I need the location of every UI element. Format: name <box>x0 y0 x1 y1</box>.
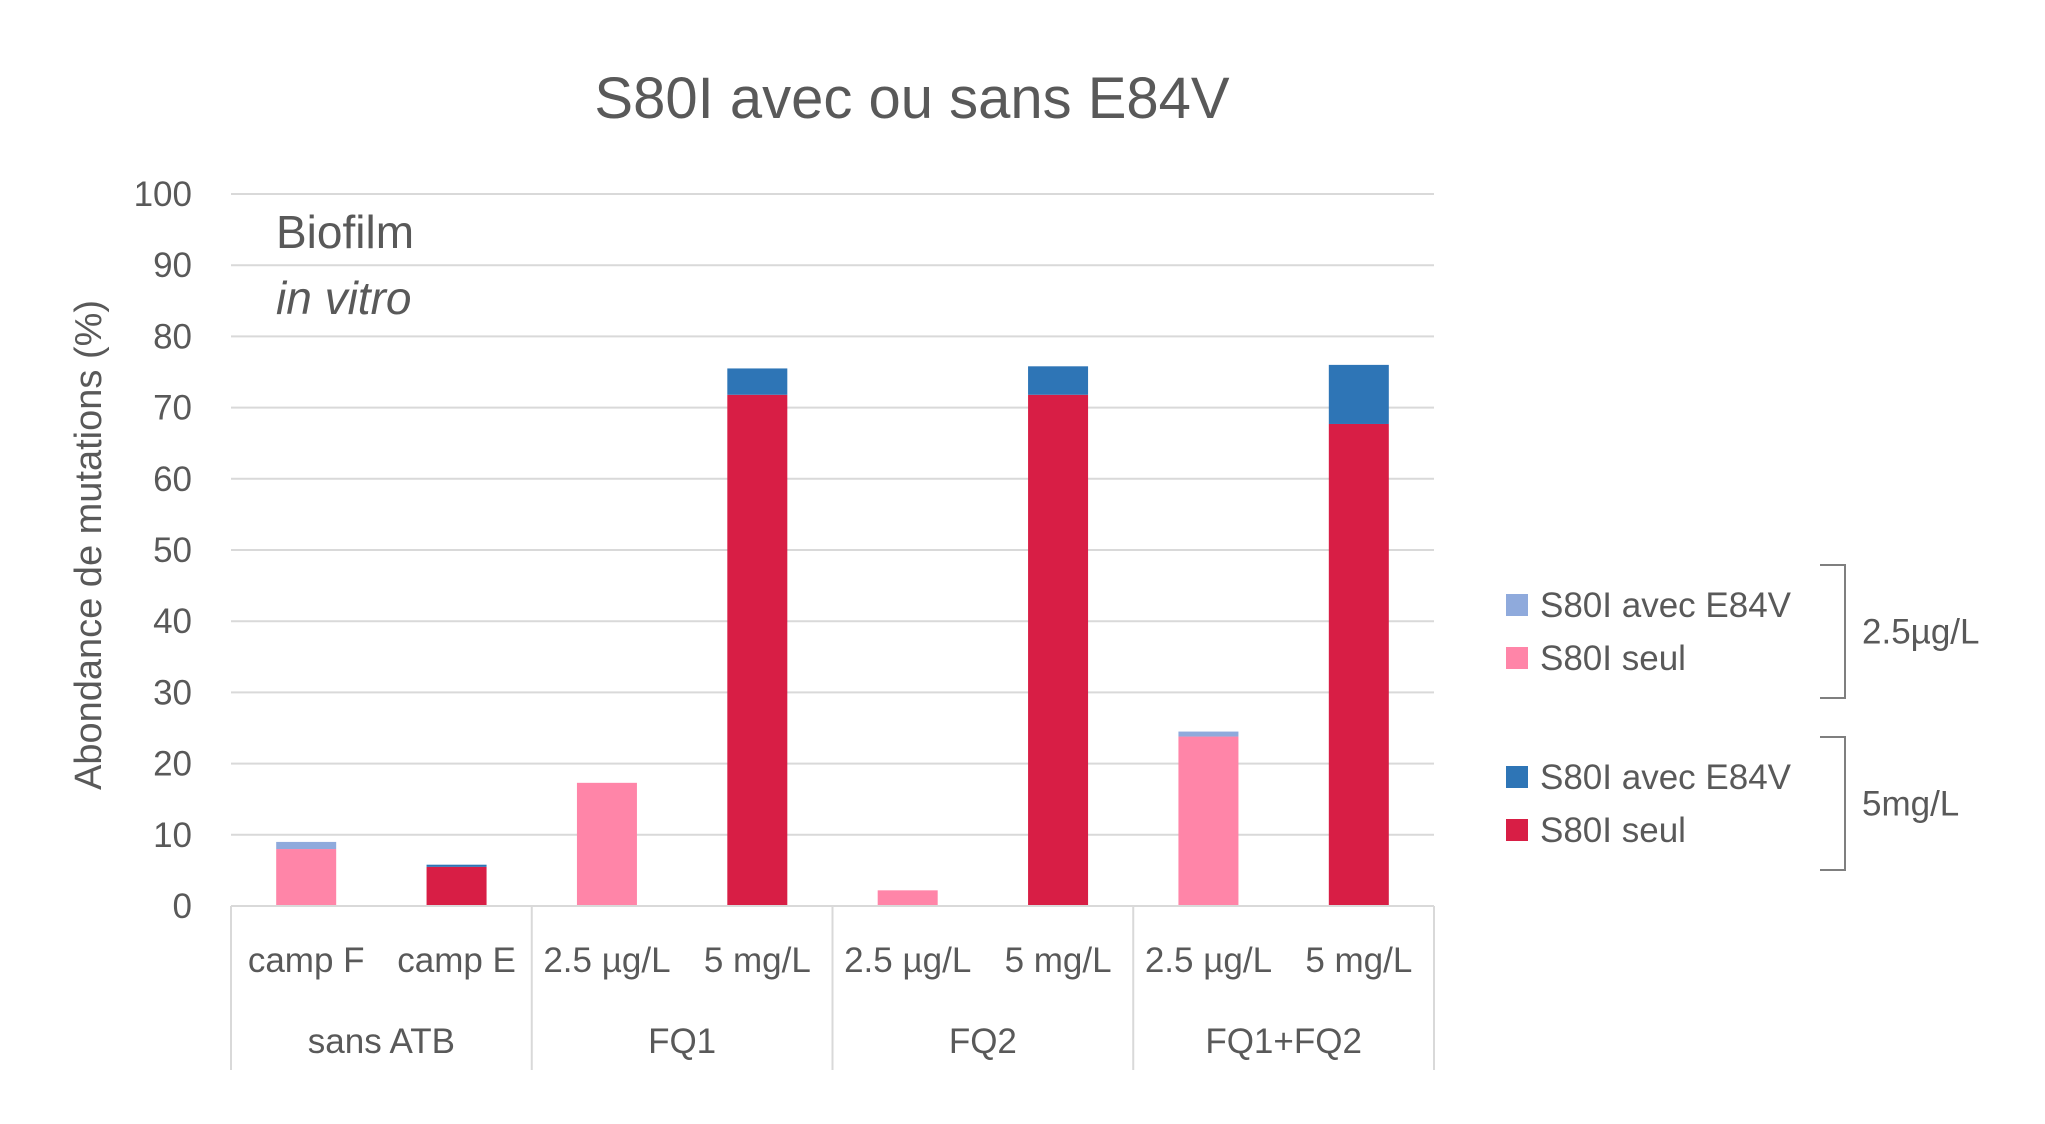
y-axis-label: Abondance de mutations (%) <box>68 300 110 790</box>
y-tick-label: 0 <box>173 887 192 926</box>
legend-bracket <box>1820 564 1846 699</box>
annotation-in-vitro: in vitro <box>276 272 411 324</box>
y-tick-label: 100 <box>134 175 192 214</box>
y-tick-label: 90 <box>153 246 192 285</box>
legend-swatch <box>1506 647 1528 669</box>
bar-s80i-seul <box>576 782 637 906</box>
bar-s80i-avec-e84v <box>1178 731 1239 737</box>
x-tick-label: 5 mg/L <box>1005 941 1112 980</box>
y-tick-label: 30 <box>153 673 192 712</box>
bar-s80i-seul <box>727 394 788 906</box>
chart-title: S80I avec ou sans E84V <box>594 66 1230 131</box>
y-tick-label: 50 <box>153 531 192 570</box>
x-tick-label: camp E <box>397 941 516 980</box>
bar-s80i-avec-e84v <box>1028 366 1089 395</box>
bar-s80i-seul <box>1178 736 1239 906</box>
legend-bracket-label: 5mg/L <box>1862 785 1959 824</box>
x-tick-label: 5 mg/L <box>1305 941 1412 980</box>
legend-label: S80I seul <box>1540 811 1686 850</box>
x-group-label: sans ATB <box>308 1022 455 1061</box>
legend-swatch <box>1506 594 1528 616</box>
x-group-label: FQ1 <box>648 1022 716 1061</box>
bar-s80i-seul <box>877 890 938 906</box>
bar-s80i-avec-e84v <box>426 864 487 867</box>
y-tick-labels: 0 10 20 30 40 50 60 70 80 90 100 <box>134 175 192 926</box>
x-group-label: FQ2 <box>949 1022 1017 1061</box>
y-tick-label: 10 <box>153 816 192 855</box>
legend-label: S80I avec E84V <box>1540 758 1792 797</box>
bar-s80i-seul <box>426 866 487 906</box>
y-tick-label: 20 <box>153 745 192 784</box>
legend-label: S80I seul <box>1540 639 1686 678</box>
x-tick-label: 2.5 µg/L <box>844 941 971 980</box>
x-group-label: FQ1+FQ2 <box>1205 1022 1362 1061</box>
gridlines <box>231 193 1434 907</box>
legend-bracket <box>1820 736 1846 871</box>
annotation-biofilm: Biofilm <box>276 206 414 258</box>
y-tick-label: 80 <box>153 317 192 356</box>
bar-s80i-avec-e84v <box>727 368 788 395</box>
legend-bracket-label: 2.5µg/L <box>1862 613 1979 652</box>
x-tick-label: 5 mg/L <box>704 941 811 980</box>
legend-label: S80I avec E84V <box>1540 586 1792 625</box>
category-axis: camp F camp E 2.5 µg/L 5 mg/L 2.5 µg/L 5 mg/L… <box>230 905 1435 1070</box>
bar-s80i-seul <box>276 849 337 906</box>
legend: S80I avec E84V S80I seul 2.5µg/L S80I avec … <box>1506 564 1979 871</box>
y-tick-label: 40 <box>153 602 192 641</box>
y-tick-label: 60 <box>153 460 192 499</box>
legend-swatch <box>1506 819 1528 841</box>
bar-s80i-avec-e84v <box>1328 364 1389 424</box>
bar-s80i-avec-e84v <box>276 841 337 850</box>
x-tick-label: camp F <box>248 941 365 980</box>
bar-s80i-seul <box>1028 394 1089 906</box>
y-tick-label: 70 <box>153 389 192 428</box>
x-tick-label: 2.5 µg/L <box>543 941 670 980</box>
bars <box>276 364 1389 906</box>
legend-swatch <box>1506 766 1528 788</box>
bar-s80i-seul <box>1328 423 1389 906</box>
x-tick-label: 2.5 µg/L <box>1145 941 1272 980</box>
